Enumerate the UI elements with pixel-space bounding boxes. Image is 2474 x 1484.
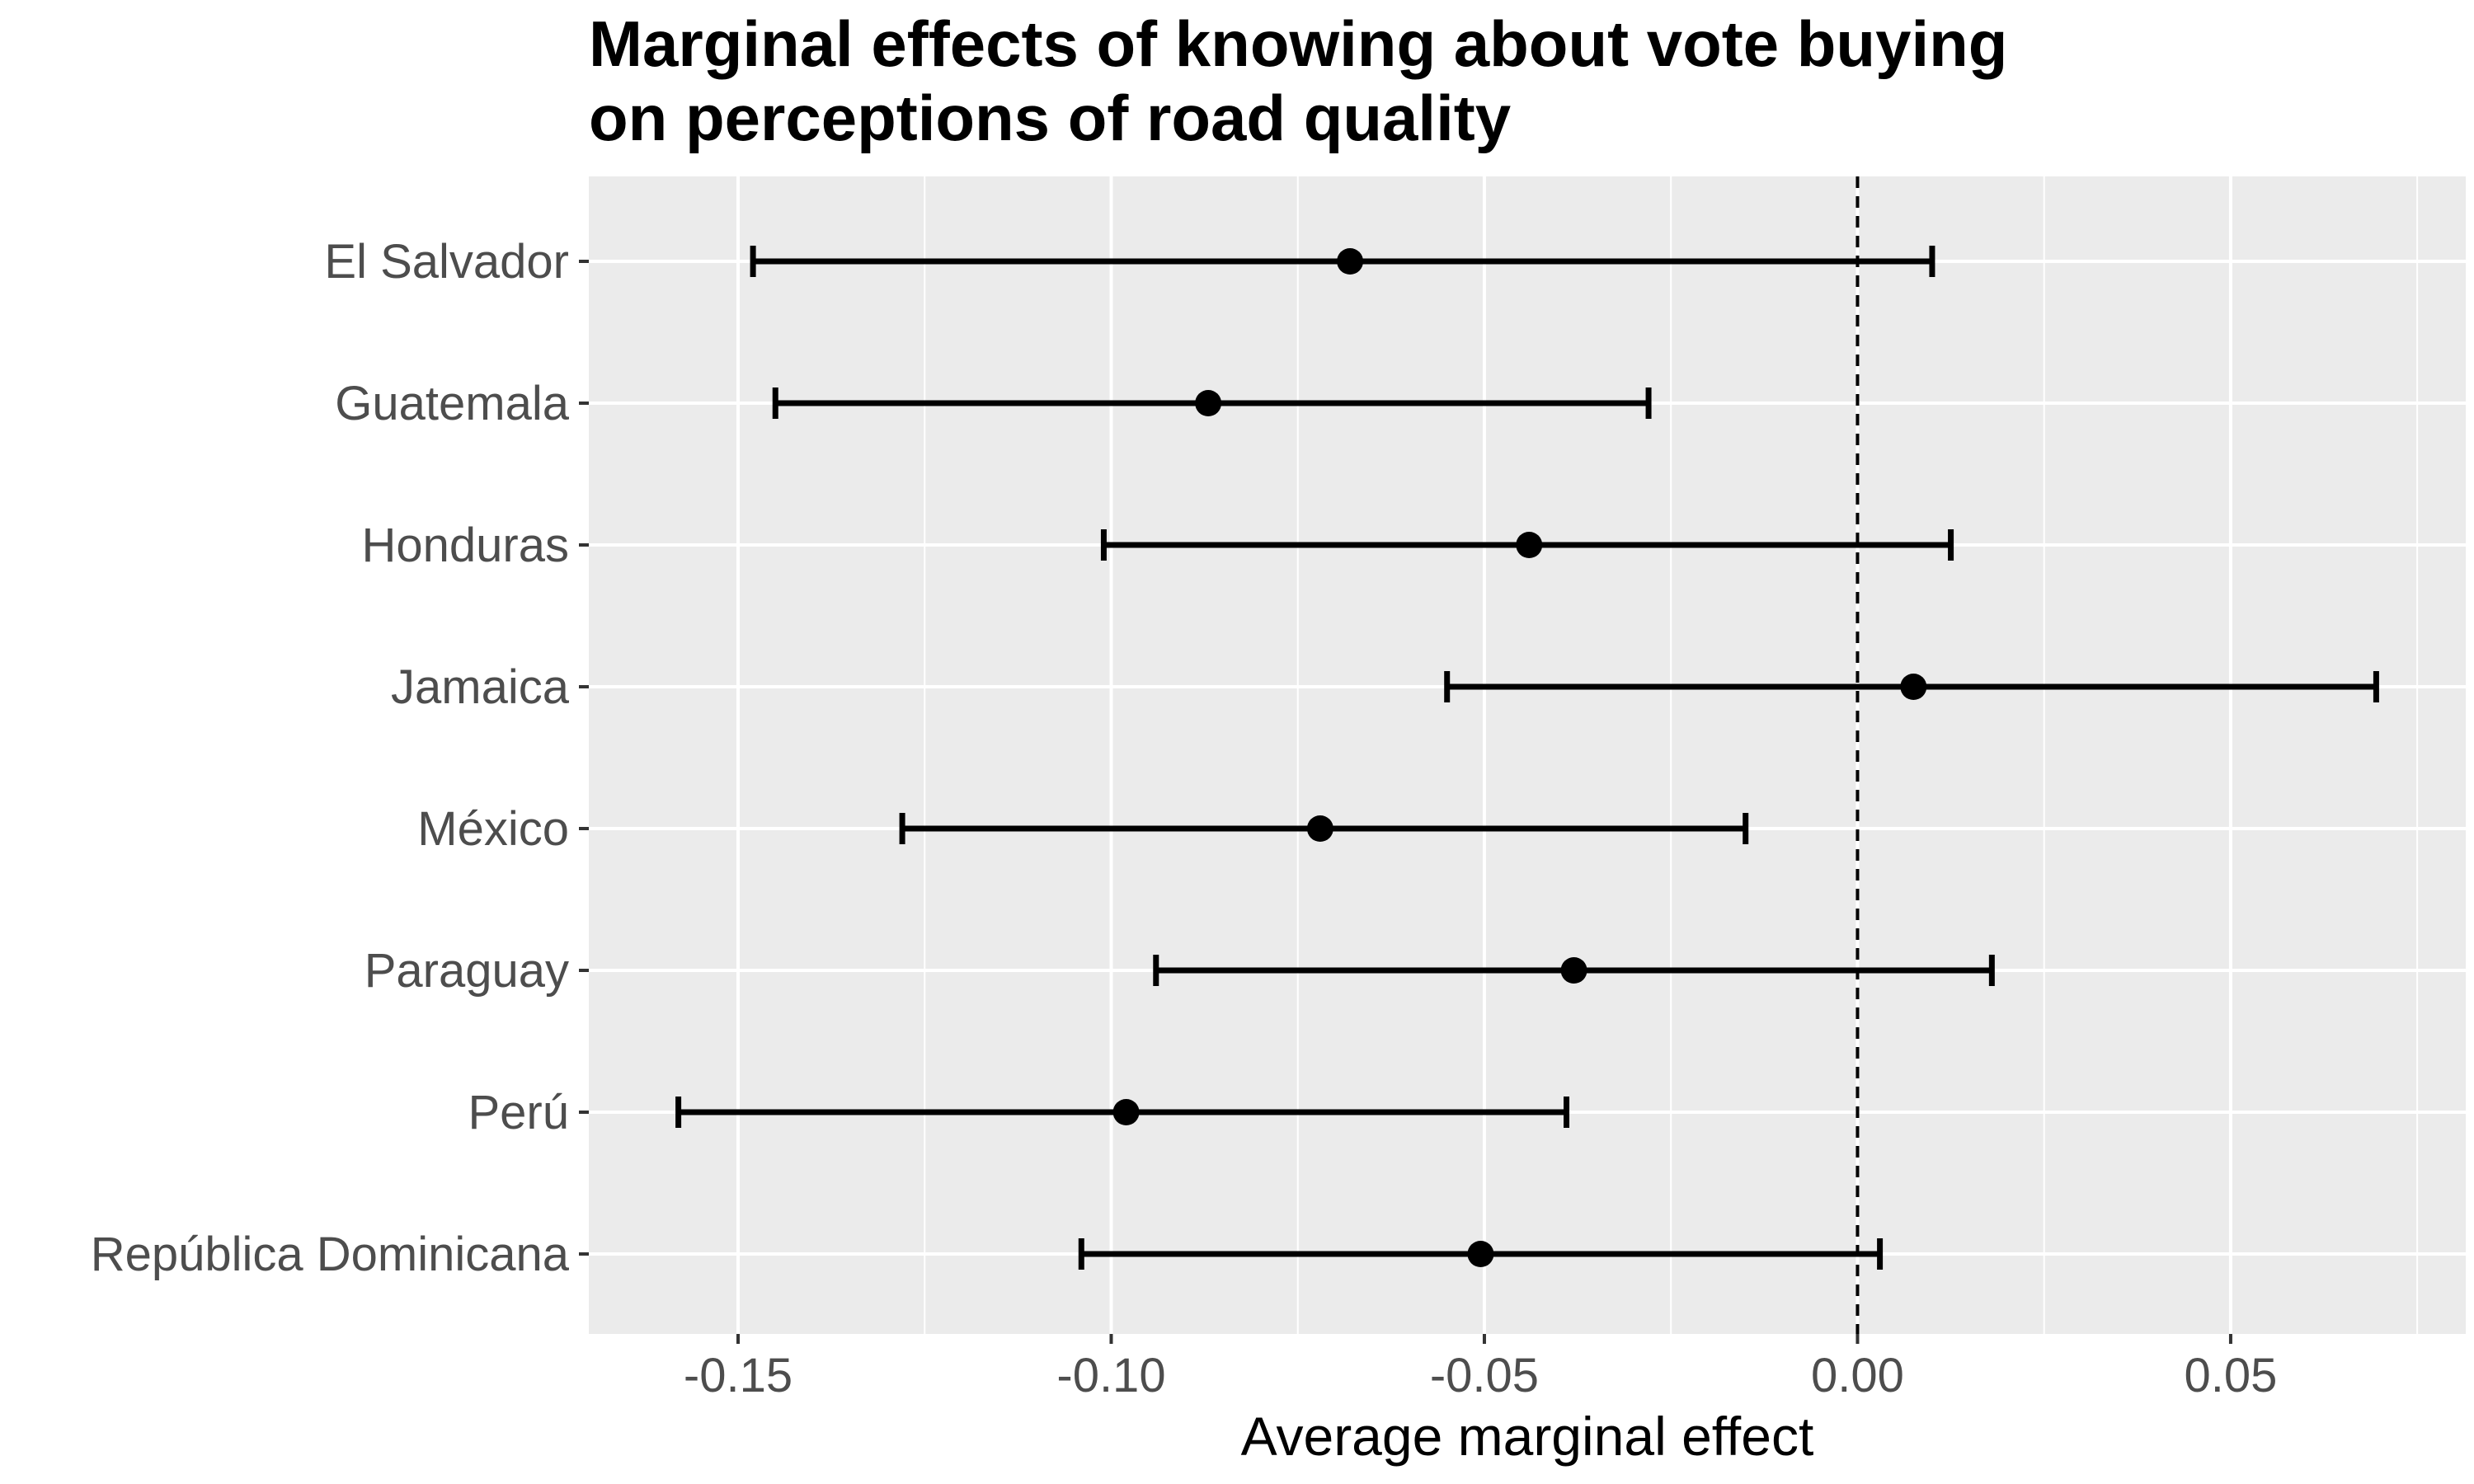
x-tick-label: -0.15 xyxy=(684,1349,793,1402)
y-tick-label: Perú xyxy=(468,1086,569,1139)
estimate-point xyxy=(1516,532,1543,558)
x-tick-label: 0.05 xyxy=(2184,1349,2277,1402)
estimate-point xyxy=(1560,957,1587,984)
estimate-point xyxy=(1467,1241,1494,1267)
chart-title-line-1: Marginal effects of knowing about vote b… xyxy=(589,7,2007,80)
y-tick-label: República Dominicana xyxy=(91,1228,570,1281)
estimate-point xyxy=(1900,674,1927,700)
estimate-point xyxy=(1306,815,1333,842)
estimate-point xyxy=(1195,390,1222,416)
x-axis: -0.15 -0.10 -0.05 0.00 0.05 xyxy=(684,1334,2277,1402)
y-tick-label: Paraguay xyxy=(365,944,569,998)
y-tick-label: El Salvador xyxy=(324,235,569,289)
x-tick-label: 0.00 xyxy=(1811,1349,1904,1402)
estimate-point xyxy=(1337,248,1364,275)
y-tick-label: Honduras xyxy=(362,519,569,572)
y-axis: El Salvador Guatemala Honduras Jamaica Méxic… xyxy=(91,235,589,1281)
x-tick-label: -0.10 xyxy=(1056,1349,1165,1402)
estimate-points xyxy=(1112,248,1927,1267)
chart-title-line-2: on perceptions of road quality xyxy=(589,82,1511,154)
y-tick-label: México xyxy=(417,802,569,856)
x-tick-label: -0.05 xyxy=(1430,1349,1539,1402)
estimate-point xyxy=(1112,1099,1140,1125)
y-tick-label: Jamaica xyxy=(391,660,570,714)
x-axis-title: Average marginal effect xyxy=(1241,1406,1814,1467)
y-tick-label: Guatemala xyxy=(335,377,569,430)
minor-gridlines xyxy=(924,176,2419,1334)
plot-panel xyxy=(589,176,2466,1334)
